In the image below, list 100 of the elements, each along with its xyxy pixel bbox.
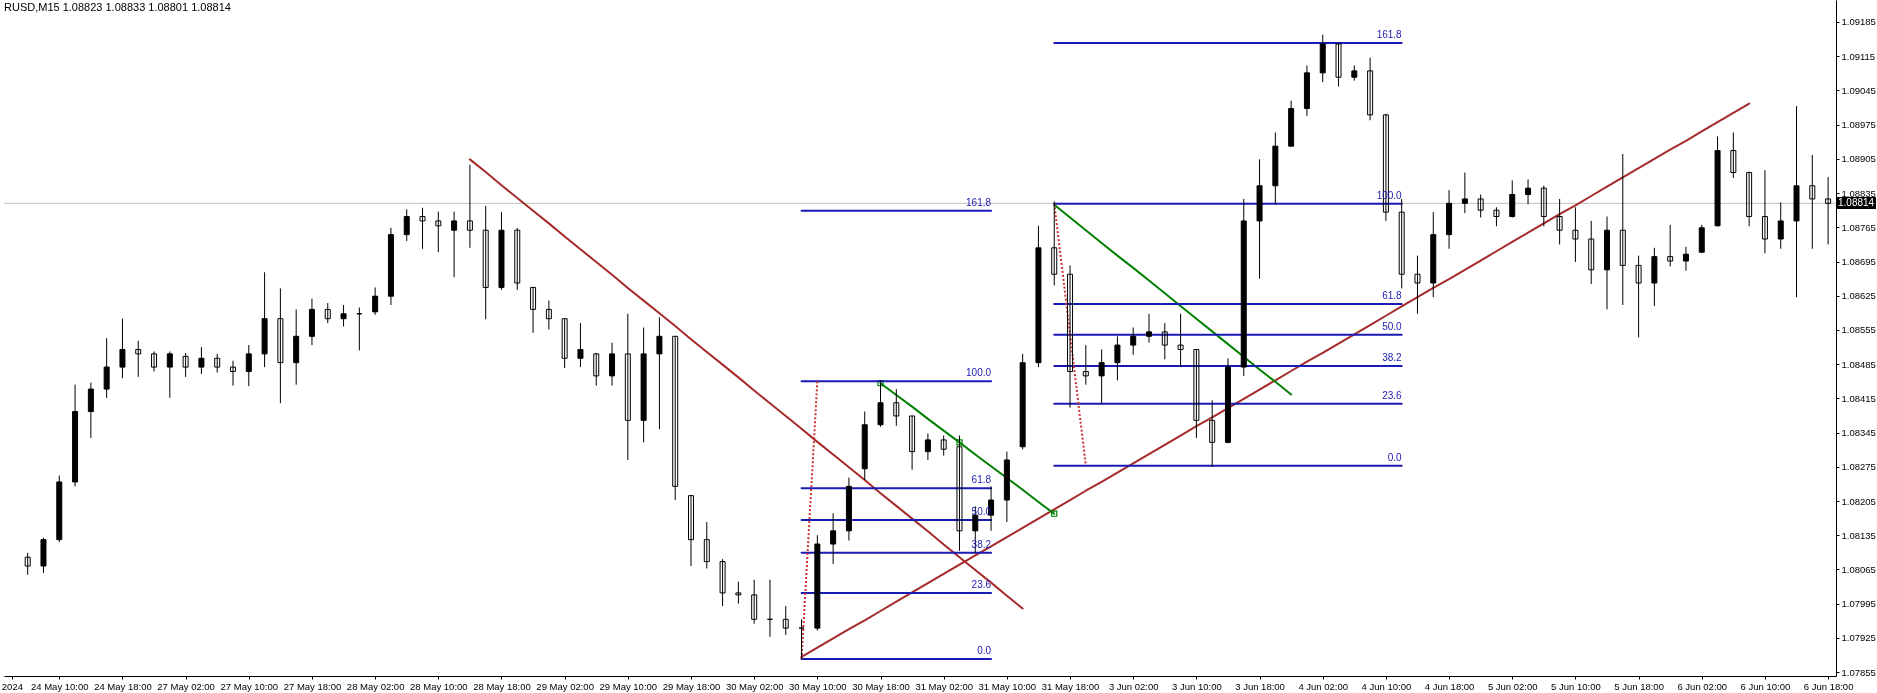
candlestick — [340, 304, 347, 328]
candlestick — [624, 313, 631, 461]
candlestick — [1414, 255, 1421, 315]
line-series — [1053, 203, 1293, 396]
point — [956, 439, 963, 446]
candlestick — [1098, 348, 1105, 404]
candlestick — [135, 340, 142, 378]
candlestick — [656, 316, 663, 430]
x-tick-label: 2024 — [1, 680, 23, 692]
x-tick-label: 30 May 10:00 — [789, 680, 847, 692]
x-tick-label: 24 May 10:00 — [30, 680, 89, 692]
chart-title: RUSD,M15 1.08823 1.08833 1.08801 1.08814 — [4, 1, 231, 13]
candlestick — [798, 618, 805, 660]
y-tick-label: 1.08485 — [1841, 358, 1876, 370]
candlestick — [1461, 172, 1468, 214]
y-tick-label: 1.08205 — [1841, 495, 1876, 507]
candlestick — [1398, 198, 1405, 289]
candlestick — [1667, 224, 1674, 267]
x-tick-label: 3 Jun 02:00 — [1108, 680, 1159, 692]
candlestick — [1082, 344, 1089, 386]
series-label: 38.2 — [1382, 352, 1403, 364]
series-label: 23.6 — [1382, 389, 1403, 401]
candlestick — [1193, 348, 1200, 439]
candlestick — [1730, 131, 1737, 179]
y-tick-label: 1.08765 — [1841, 221, 1876, 233]
x-tick-label: 4 Jun 02:00 — [1298, 680, 1349, 692]
candlestick — [514, 227, 521, 291]
x-tick-label: 30 May 02:00 — [725, 680, 784, 692]
candlestick — [87, 382, 94, 439]
candlestick — [1777, 201, 1784, 250]
candlestick — [182, 352, 189, 378]
ref-line-label: 1.08814 — [1836, 197, 1877, 210]
candlestick — [1146, 313, 1152, 344]
y-tick-label: 1.07855 — [1841, 666, 1876, 678]
candlestick — [1825, 176, 1832, 245]
candlestick — [1114, 335, 1121, 381]
y-tick-label: 1.08975 — [1841, 119, 1876, 131]
x-tick-label: 31 May 10:00 — [978, 680, 1037, 692]
line-series — [879, 382, 1056, 515]
x-tick-label: 29 May 02:00 — [536, 680, 594, 692]
series-label: 50.0 — [1382, 320, 1403, 332]
candlestick — [703, 521, 710, 569]
y-tick-label: 1.08625 — [1841, 290, 1876, 302]
y-tick-label: 1.08415 — [1841, 392, 1876, 404]
candlestick — [1051, 200, 1058, 286]
candlestick — [1761, 169, 1768, 254]
candlestick — [198, 346, 205, 375]
candlestick — [151, 350, 158, 372]
candlestick — [1619, 153, 1626, 306]
candlestick — [593, 352, 600, 387]
candlestick — [419, 207, 426, 250]
series-label: 161.8 — [966, 196, 992, 208]
candlestick — [909, 415, 916, 471]
candlestick — [1588, 220, 1595, 285]
candlestick — [1130, 326, 1137, 356]
x-tick-label: 30 May 18:00 — [852, 680, 910, 692]
candlestick — [719, 558, 726, 607]
candlestick — [530, 286, 537, 334]
candlestick — [782, 605, 789, 636]
x-tick-label: 6 Jun 02:00 — [1677, 680, 1728, 692]
candlestick — [1067, 264, 1074, 409]
candlestick — [1493, 206, 1500, 227]
series-label: 61.8 — [971, 474, 992, 486]
x-tick-label: 29 May 10:00 — [599, 680, 658, 692]
series-label: 61.8 — [1382, 290, 1403, 302]
candlestick — [1161, 322, 1168, 360]
x-tick-label: 5 Jun 18:00 — [1614, 680, 1664, 692]
candlestick — [1367, 57, 1374, 121]
candlestick — [166, 350, 173, 399]
y-tick-label: 1.08345 — [1841, 427, 1876, 439]
x-tick-label: 4 Jun 18:00 — [1424, 680, 1475, 692]
x-tick-label: 31 May 02:00 — [915, 680, 973, 692]
x-tick-label: 6 Jun 18:00 — [1803, 680, 1854, 692]
x-tick-label: 29 May 18:00 — [662, 680, 721, 692]
x-tick-label: 3 Jun 18:00 — [1235, 680, 1285, 692]
candlestick — [24, 552, 31, 576]
series-label: 0.0 — [1387, 451, 1403, 463]
y-tick-label: 1.08555 — [1841, 324, 1876, 336]
x-tick-label: 27 May 02:00 — [157, 680, 215, 692]
candlestick — [577, 322, 584, 368]
x-tick-label: 31 May 18:00 — [1041, 680, 1100, 692]
candlestick — [277, 287, 284, 404]
candlestick — [1635, 255, 1642, 338]
y-tick-label: 1.08835 — [1841, 187, 1876, 199]
y-tick-label: 1.07925 — [1841, 632, 1876, 644]
series-label: 0.0 — [977, 644, 992, 656]
candlestick — [1572, 206, 1579, 263]
candlestick — [103, 337, 110, 399]
y-tick-label: 1.08275 — [1841, 461, 1876, 473]
series-label: 100.0 — [966, 367, 992, 379]
candlestick — [1509, 179, 1516, 219]
candlestick — [1556, 198, 1563, 245]
x-tick-label: 24 May 18:00 — [94, 680, 152, 692]
x-tick-label: 5 Jun 02:00 — [1487, 680, 1538, 692]
point — [1051, 510, 1058, 517]
x-tick-label: 27 May 18:00 — [283, 680, 342, 692]
candlestick — [214, 353, 221, 373]
candlestick — [924, 433, 931, 461]
candlestick — [1525, 178, 1532, 205]
y-tick-label: 1.07995 — [1841, 598, 1876, 610]
